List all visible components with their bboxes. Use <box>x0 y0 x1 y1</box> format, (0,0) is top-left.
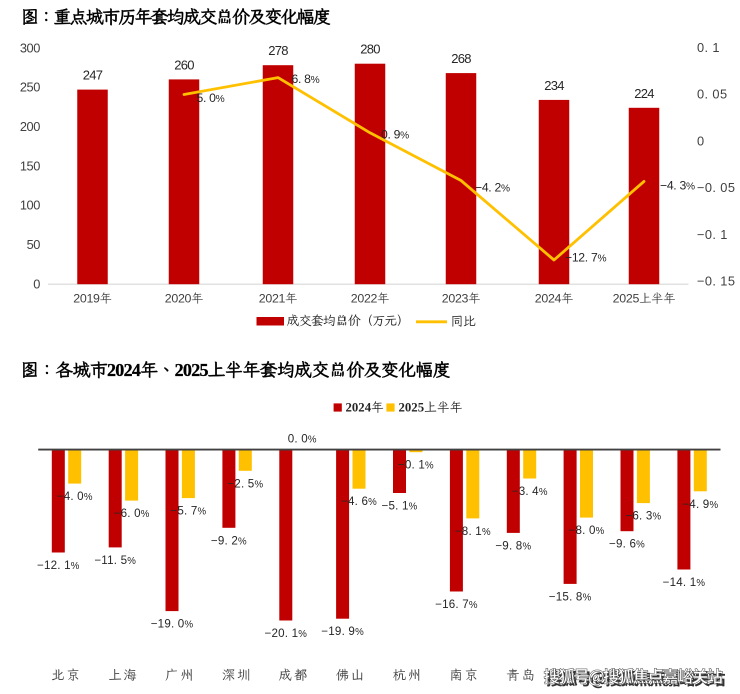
svg-text:深圳: 深圳 <box>222 666 252 684</box>
svg-text:50: 50 <box>27 237 41 252</box>
svg-text:2024年: 2024年 <box>535 292 573 306</box>
svg-text:杭州: 杭州 <box>393 666 423 684</box>
svg-text:2021年: 2021年 <box>259 292 297 306</box>
svg-text:−0. 1: −0. 1 <box>697 227 728 242</box>
svg-text:广州: 广州 <box>165 666 195 684</box>
svg-text:搜狐号@搜狐焦点嘉峪关站: 搜狐号@搜狐焦点嘉峪关站 <box>544 664 724 688</box>
svg-text:280: 280 <box>360 42 380 57</box>
svg-text:−15. 8%: −15. 8% <box>549 590 592 603</box>
svg-text:2024年: 2024年 <box>346 401 384 415</box>
svg-text:−4. 0%: −4. 0% <box>57 490 93 503</box>
svg-text:−12. 7%: −12. 7% <box>565 250 606 264</box>
svg-text:−4. 2%: −4. 2% <box>475 180 510 194</box>
svg-text:150: 150 <box>20 158 40 173</box>
svg-text:−20. 1%: −20. 1% <box>265 627 308 640</box>
svg-text:−4. 9%: −4. 9% <box>682 498 718 511</box>
svg-text:−12. 1%: −12. 1% <box>37 559 80 572</box>
svg-text:北京: 北京 <box>51 666 81 684</box>
svg-text:南京: 南京 <box>449 666 479 684</box>
svg-text:−16. 7%: −16. 7% <box>435 598 478 611</box>
svg-text:−5. 7%: −5. 7% <box>170 505 206 518</box>
svg-text:−8. 1%: −8. 1% <box>455 525 491 538</box>
svg-text:2025上半年: 2025上半年 <box>613 292 676 306</box>
svg-text:6. 8%: 6. 8% <box>292 72 320 86</box>
svg-text:−5. 1%: −5. 1% <box>382 500 418 513</box>
svg-text:−4. 3%: −4. 3% <box>660 178 695 192</box>
svg-text:成交套均总价（万元）: 成交套均总价（万元） <box>287 314 409 327</box>
svg-text:2019年: 2019年 <box>73 292 111 306</box>
svg-text:−4. 6%: −4. 6% <box>341 495 377 508</box>
svg-text:−9. 2%: −9. 2% <box>211 534 247 547</box>
svg-text:同比: 同比 <box>451 313 476 330</box>
svg-text:234: 234 <box>544 78 564 93</box>
svg-text:2023年: 2023年 <box>442 292 480 306</box>
svg-text:224: 224 <box>634 86 654 101</box>
svg-text:200: 200 <box>20 119 40 134</box>
svg-text:0. 05: 0. 05 <box>697 87 727 102</box>
svg-text:上海: 上海 <box>108 666 138 684</box>
svg-text:佛山: 佛山 <box>336 666 366 684</box>
svg-text:0: 0 <box>697 133 705 148</box>
svg-text:−0. 1%: −0. 1% <box>398 459 434 472</box>
svg-text:300: 300 <box>20 40 40 55</box>
svg-text:成都: 成都 <box>279 666 309 684</box>
svg-text:0: 0 <box>33 276 40 291</box>
svg-text:250: 250 <box>20 80 40 95</box>
svg-text:图：重点城市历年套均成交总价及变化幅度: 图：重点城市历年套均成交总价及变化幅度 <box>21 7 331 26</box>
svg-text:247: 247 <box>83 68 103 83</box>
svg-text:−0. 15: −0. 15 <box>697 274 735 289</box>
svg-text:5. 0%: 5. 0% <box>197 91 225 105</box>
svg-text:2022年: 2022年 <box>351 292 389 306</box>
svg-text:−19. 9%: −19. 9% <box>321 625 364 638</box>
svg-text:−2. 5%: −2. 5% <box>227 477 263 490</box>
svg-text:260: 260 <box>174 57 194 72</box>
svg-text:0. 1: 0. 1 <box>697 40 720 55</box>
svg-text:−8. 0%: −8. 0% <box>569 524 605 537</box>
svg-text:0. 0%: 0. 0% <box>288 433 317 446</box>
svg-text:−3. 4%: −3. 4% <box>512 485 548 498</box>
svg-text:100: 100 <box>20 198 40 213</box>
svg-text:−6. 0%: −6. 0% <box>114 507 150 520</box>
svg-text:2020年: 2020年 <box>165 292 203 306</box>
svg-text:图：各城市2024年、2025上半年套均成交总价及变化幅度: 图：各城市2024年、2025上半年套均成交总价及变化幅度 <box>21 360 451 380</box>
svg-text:268: 268 <box>451 51 471 66</box>
svg-text:青岛: 青岛 <box>506 666 536 684</box>
svg-text:−0. 05: −0. 05 <box>697 180 735 195</box>
svg-text:278: 278 <box>268 43 288 58</box>
svg-text:0. 9%: 0. 9% <box>381 127 409 141</box>
svg-text:−19. 0%: −19. 0% <box>151 618 194 631</box>
svg-text:−11. 5%: −11. 5% <box>94 554 136 567</box>
svg-text:−9. 8%: −9. 8% <box>495 539 531 552</box>
svg-text:搜狐号@搜狐焦点嘉峪关站: 搜狐号@搜狐焦点嘉峪关站 <box>546 666 726 690</box>
svg-text:2025上半年: 2025上半年 <box>399 401 463 415</box>
svg-text:−14. 1%: −14. 1% <box>663 576 706 589</box>
svg-text:−6. 3%: −6. 3% <box>625 510 661 523</box>
svg-text:−9. 6%: −9. 6% <box>609 538 645 551</box>
